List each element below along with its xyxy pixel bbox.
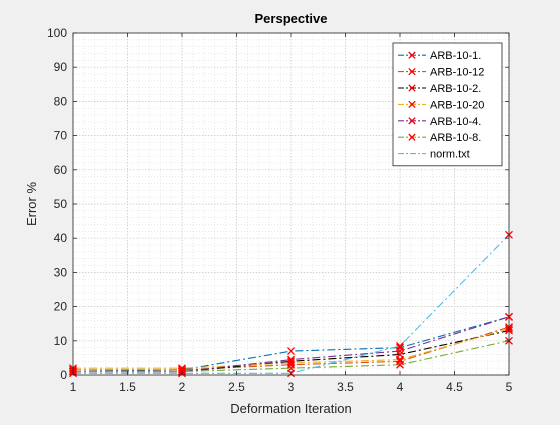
series-line-5 <box>73 340 510 373</box>
y-axis-label: Error % <box>24 182 39 227</box>
legend-entry: ARB-10-20 <box>398 99 484 111</box>
x-tick-label: 3 <box>288 380 295 394</box>
data-point-marker <box>287 357 295 366</box>
marker-stroke <box>396 360 404 369</box>
legend: ARB-10-1. ARB-10-12 ARB-10-2. ARB-10-20 ARB-… <box>392 42 503 167</box>
y-tick-label: 20 <box>54 300 68 314</box>
legend-label: ARB-10-1. <box>430 50 481 62</box>
y-tick-label: 10 <box>54 334 68 348</box>
y-tick-label: 40 <box>54 231 68 245</box>
data-point-marker <box>396 343 404 352</box>
legend-label: ARB-10-8. <box>430 132 481 144</box>
legend-marker-sample <box>408 100 416 109</box>
y-tick-label: 100 <box>47 26 67 40</box>
x-axis-ticks: 1 1.5 2 2.5 3 3.5 4 4.5 5 <box>70 33 513 394</box>
x-tick-label: 5 <box>506 380 513 394</box>
x-tick-label: 1 <box>70 380 77 394</box>
series-line-2 <box>73 330 510 373</box>
legend-marker-sample <box>408 84 416 92</box>
marker-stroke <box>408 117 416 125</box>
marker-stroke <box>408 84 416 92</box>
marker-stroke <box>408 67 416 76</box>
x-tick-label: 2.5 <box>228 380 245 394</box>
data-point-marker <box>287 355 295 364</box>
x-tick-label: 1.5 <box>119 380 136 394</box>
legend-marker-sample <box>408 117 416 125</box>
legend-label: ARB-10-4. <box>430 116 481 128</box>
x-tick-label: 2 <box>179 380 186 394</box>
legend-entry: norm.txt <box>398 149 470 161</box>
marker-stroke <box>287 355 295 364</box>
legend-marker-sample <box>408 133 416 141</box>
legend-label: ARB-10-20 <box>430 99 484 111</box>
marker-stroke <box>408 100 416 109</box>
data-point-marker <box>396 341 404 350</box>
x-axis-label: Deformation Iteration <box>230 401 351 416</box>
marker-stroke <box>287 357 295 366</box>
legend-marker-sample <box>408 51 416 59</box>
y-tick-label: 90 <box>54 60 68 74</box>
y-tick-label: 0 <box>60 368 67 382</box>
y-tick-label: 50 <box>54 197 68 211</box>
chart-title: Perspective <box>255 11 328 26</box>
x-tick-label: 4.5 <box>446 380 463 394</box>
y-tick-label: 80 <box>54 94 68 108</box>
y-axis-ticks: 0 10 20 30 40 50 60 70 80 90 100 <box>47 26 509 382</box>
marker-stroke <box>408 133 416 141</box>
marker-stroke <box>396 343 404 352</box>
data-point-marker <box>287 347 295 356</box>
legend-label: ARB-10-2. <box>430 83 481 95</box>
legend-entry: ARB-10-1. <box>398 50 481 62</box>
legend-entry: ARB-10-2. <box>398 83 481 95</box>
y-tick-label: 70 <box>54 129 68 143</box>
legend-entry: ARB-10-12 <box>398 67 484 79</box>
marker-stroke <box>396 357 404 366</box>
marker-stroke <box>287 347 295 356</box>
marker-stroke <box>396 341 404 350</box>
data-point-marker <box>178 365 186 374</box>
marker-stroke <box>178 365 186 374</box>
data-point-marker <box>396 360 404 369</box>
series-line-3 <box>73 328 510 369</box>
legend-entry: ARB-10-4. <box>398 116 481 128</box>
legend-entry: ARB-10-8. <box>398 132 481 144</box>
x-tick-label: 4 <box>397 380 404 394</box>
x-tick-label: 3.5 <box>337 380 354 394</box>
legend-label: ARB-10-12 <box>430 67 484 79</box>
y-tick-label: 30 <box>54 265 68 279</box>
marker-stroke <box>408 51 416 59</box>
major-grid <box>72 32 510 376</box>
legend-marker-sample <box>408 67 416 76</box>
y-tick-label: 60 <box>54 163 68 177</box>
legend-label: norm.txt <box>430 149 470 161</box>
data-point-marker <box>396 357 404 366</box>
